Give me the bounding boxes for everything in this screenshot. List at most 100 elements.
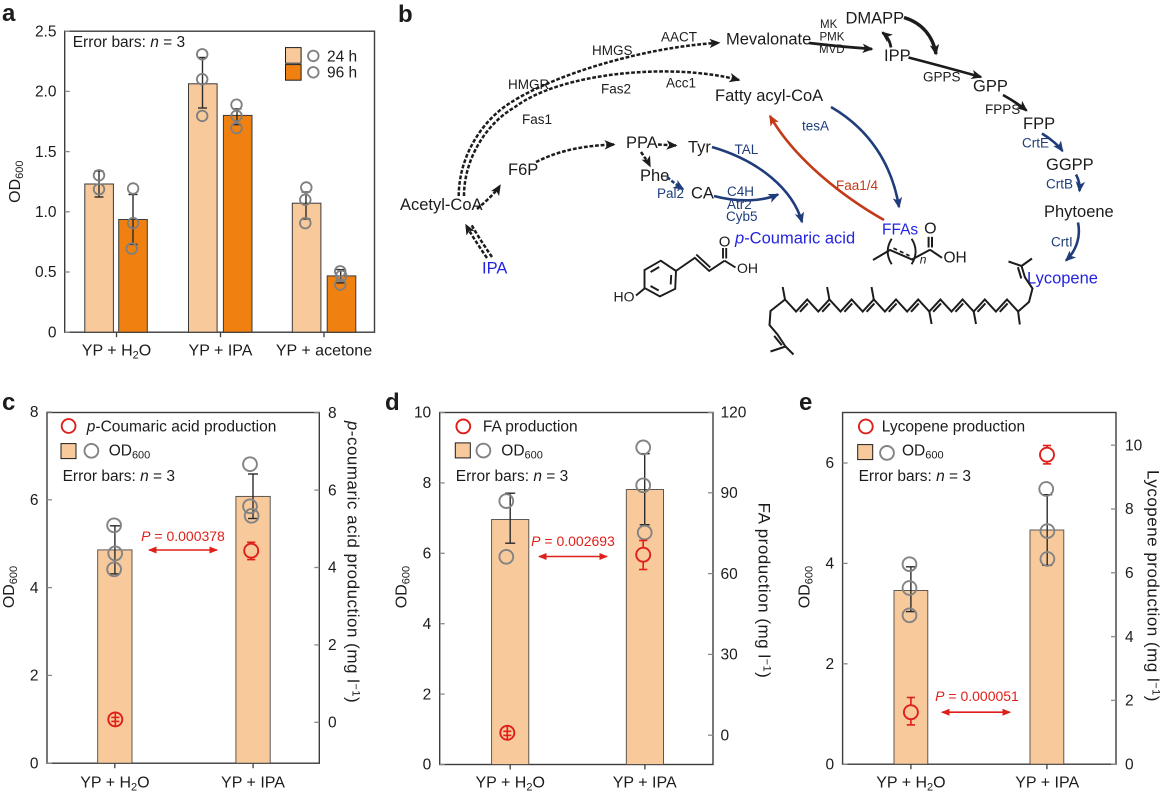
svg-text:24 h: 24 h — [327, 48, 357, 65]
svg-text:FA production: FA production — [483, 418, 578, 435]
svg-text:Fas1: Fas1 — [522, 112, 552, 127]
svg-text:0.5: 0.5 — [35, 264, 57, 281]
svg-text:Acetyl-CoA: Acetyl-CoA — [400, 196, 483, 214]
svg-text:MK: MK — [820, 19, 838, 31]
svg-text:FPPS: FPPS — [985, 102, 1020, 117]
svg-text:O: O — [924, 221, 936, 238]
svg-text:Faa1/4: Faa1/4 — [836, 178, 879, 193]
svg-text:YP + IPA: YP + IPA — [613, 775, 677, 792]
svg-text:p-Coumaric acid: p-Coumaric acid — [734, 230, 855, 248]
svg-text:4: 4 — [423, 616, 432, 633]
svg-text:IPP: IPP — [884, 47, 911, 65]
svg-text:2: 2 — [30, 668, 39, 685]
svg-text:Tyr: Tyr — [688, 139, 711, 157]
svg-text:GPPS: GPPS — [923, 70, 961, 85]
svg-text:6: 6 — [1125, 565, 1134, 582]
svg-text:OD600: OD600 — [902, 442, 944, 461]
svg-text:2.0: 2.0 — [35, 84, 57, 101]
svg-text:4: 4 — [30, 580, 39, 597]
svg-text:10: 10 — [1125, 437, 1143, 454]
svg-text:C4H: C4H — [727, 184, 754, 199]
svg-text:30: 30 — [721, 647, 739, 664]
svg-text:1.5: 1.5 — [35, 144, 57, 161]
svg-text:Mevalonate: Mevalonate — [726, 31, 811, 49]
svg-text:90: 90 — [721, 485, 739, 502]
svg-text:IPA: IPA — [482, 260, 507, 278]
svg-text:Fas2: Fas2 — [601, 82, 631, 97]
svg-text:P = 0.000051: P = 0.000051 — [935, 688, 1019, 704]
svg-text:4: 4 — [825, 556, 834, 573]
svg-text:CA: CA — [691, 185, 714, 203]
svg-text:2: 2 — [1125, 693, 1134, 710]
svg-text:b: b — [398, 1, 413, 28]
svg-text:Error bars: n = 3: Error bars: n = 3 — [63, 468, 175, 485]
svg-text:YP + IPA: YP + IPA — [221, 775, 285, 792]
svg-text:OH: OH — [944, 250, 967, 267]
svg-text:0: 0 — [721, 727, 730, 744]
svg-text:0: 0 — [328, 715, 337, 732]
svg-text:F6P: F6P — [508, 161, 538, 179]
svg-text:0: 0 — [30, 755, 39, 772]
svg-text:YP + H2O: YP + H2O — [876, 775, 945, 794]
svg-text:Acc1: Acc1 — [666, 76, 696, 91]
svg-text:2.5: 2.5 — [35, 23, 57, 40]
svg-text:OD600: OD600 — [501, 442, 543, 461]
svg-text:Error bars: n = 3: Error bars: n = 3 — [73, 34, 185, 51]
svg-text:1.0: 1.0 — [35, 204, 57, 221]
svg-text:YP + H2O: YP + H2O — [80, 775, 149, 794]
svg-text:2: 2 — [825, 656, 834, 673]
svg-text:tesA: tesA — [802, 119, 829, 134]
svg-text:Error bars: n = 3: Error bars: n = 3 — [456, 468, 568, 485]
svg-text:FPP: FPP — [1023, 115, 1055, 133]
svg-text:Lycopene production: Lycopene production — [882, 418, 1025, 435]
svg-text:DMAPP: DMAPP — [846, 10, 905, 28]
svg-text:TAL: TAL — [735, 142, 759, 157]
svg-text:e: e — [799, 389, 812, 416]
svg-text:0: 0 — [1125, 756, 1134, 773]
svg-text:120: 120 — [721, 405, 747, 422]
svg-text:PPA: PPA — [626, 134, 658, 152]
svg-text:Pal2: Pal2 — [657, 186, 684, 201]
svg-text:CrtE: CrtE — [1022, 136, 1049, 151]
svg-text:Lycopene production (mg l−1): Lycopene production (mg l−1) — [1144, 470, 1163, 702]
svg-text:GGPP: GGPP — [1046, 156, 1094, 174]
svg-text:P = 0.000378: P = 0.000378 — [141, 528, 225, 544]
svg-text:c: c — [2, 389, 15, 416]
svg-text:OD600: OD600 — [1, 566, 20, 608]
svg-text:OD600: OD600 — [394, 566, 413, 608]
svg-text:Phytoene: Phytoene — [1044, 203, 1114, 221]
svg-text:p-coumaric acid production (mg: p-coumaric acid production (mg l−1) — [344, 420, 363, 703]
svg-text:YP + IPA: YP + IPA — [189, 343, 253, 360]
svg-text:p-Coumaric acid production: p-Coumaric acid production — [86, 418, 277, 435]
svg-text:d: d — [385, 389, 400, 416]
svg-text:Phe: Phe — [640, 167, 669, 185]
svg-text:10: 10 — [414, 405, 432, 422]
svg-text:YP + H2O: YP + H2O — [82, 343, 151, 362]
svg-text:HMGS: HMGS — [592, 43, 633, 58]
svg-text:n: n — [920, 253, 927, 267]
svg-text:FFAs: FFAs — [882, 222, 918, 239]
svg-text:96 h: 96 h — [327, 65, 357, 82]
svg-text:Error bars: n = 3: Error bars: n = 3 — [859, 468, 971, 485]
svg-text:O: O — [719, 234, 731, 251]
svg-text:OD600: OD600 — [109, 442, 151, 461]
svg-text:8: 8 — [423, 475, 432, 492]
svg-text:Lycopene: Lycopene — [1027, 270, 1098, 288]
svg-text:8: 8 — [30, 404, 39, 421]
svg-text:OH: OH — [737, 260, 758, 276]
svg-text:8: 8 — [328, 405, 337, 422]
svg-text:GPP: GPP — [973, 78, 1008, 96]
svg-text:YP + H2O: YP + H2O — [475, 775, 544, 794]
svg-text:OD600: OD600 — [797, 566, 816, 608]
svg-text:60: 60 — [721, 566, 739, 583]
svg-text:0: 0 — [423, 757, 432, 774]
svg-text:8: 8 — [1125, 501, 1134, 518]
svg-text:4: 4 — [328, 560, 337, 577]
svg-text:FA production (mg l−1): FA production (mg l−1) — [755, 503, 774, 679]
svg-text:0: 0 — [825, 756, 834, 773]
svg-text:6: 6 — [825, 455, 834, 472]
svg-text:OD600: OD600 — [7, 161, 26, 203]
svg-text:P = 0.002693: P = 0.002693 — [531, 533, 615, 549]
svg-text:PMK: PMK — [820, 32, 845, 44]
svg-text:6: 6 — [423, 546, 432, 563]
